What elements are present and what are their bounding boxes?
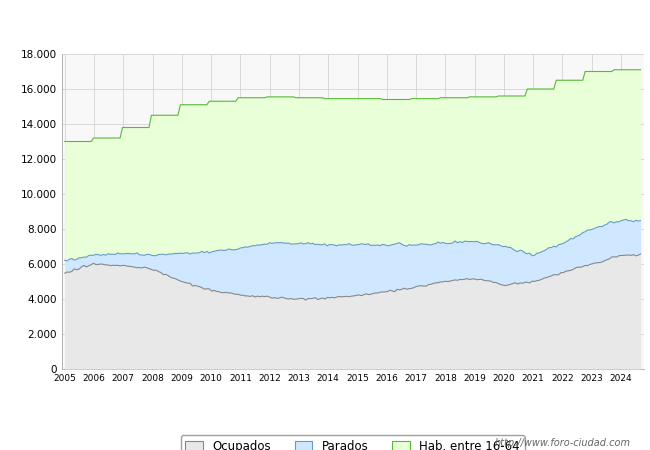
Text: FORO-CIUDAD.COM: FORO-CIUDAD.COM (231, 202, 474, 221)
Text: http://www.foro-ciudad.com: http://www.foro-ciudad.com (495, 438, 630, 448)
Legend: Ocupados, Parados, Hab. entre 16-64: Ocupados, Parados, Hab. entre 16-64 (181, 435, 525, 450)
Text: Alhaurín el Grande - Evolucion de la poblacion en edad de Trabajar Septiembre de: Alhaurín el Grande - Evolucion de la pob… (34, 17, 616, 30)
